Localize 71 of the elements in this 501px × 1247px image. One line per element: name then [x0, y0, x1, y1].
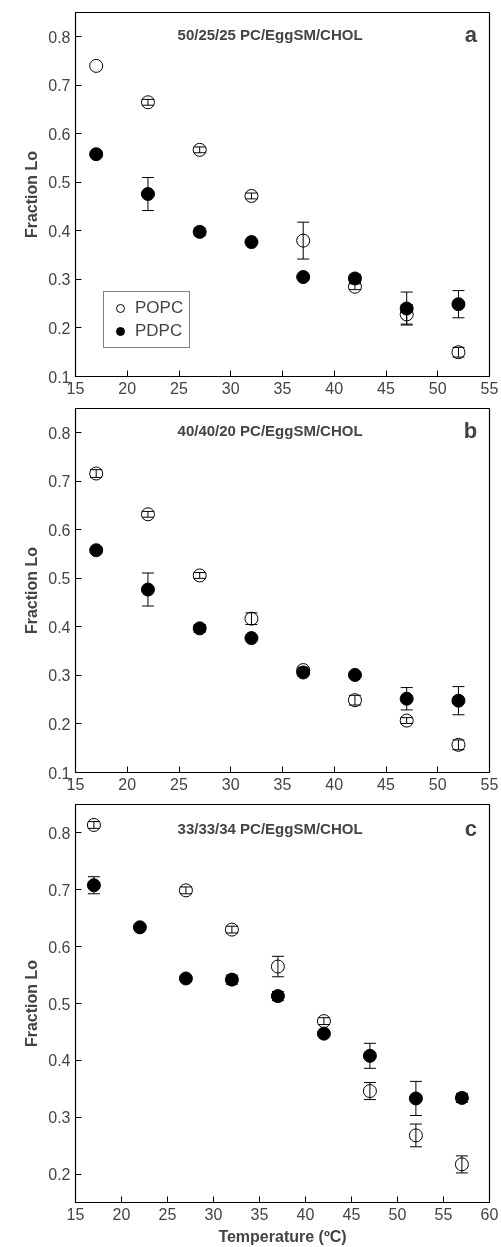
y-tick-label: 0.5: [48, 570, 71, 588]
x-tick-label: 40: [296, 1205, 315, 1223]
x-tick-label: 35: [273, 775, 292, 793]
x-tick-label: 40: [325, 775, 344, 793]
x-tick-label: 20: [112, 1205, 131, 1223]
point: [451, 693, 466, 708]
point: [399, 691, 414, 706]
point: [89, 58, 104, 73]
legend-label: PDPC: [135, 321, 183, 341]
y-tick-label: 0.3: [48, 271, 71, 289]
point: [347, 667, 362, 682]
x-tick-label: 55: [480, 379, 499, 397]
x-tick-label: 25: [158, 1205, 177, 1223]
x-tick-label: 40: [325, 379, 344, 397]
y-tick-label: 0.4: [48, 618, 71, 636]
point: [132, 920, 147, 935]
annotation: 40/40/20 PC/EggSM/CHOL: [177, 421, 363, 439]
point: [296, 270, 311, 284]
x-tick-label: 35: [250, 1205, 269, 1223]
y-tick-label: 0.4: [48, 222, 71, 240]
x-tick-label: 15: [66, 1205, 85, 1223]
y-tick-label: 0.4: [48, 1052, 71, 1070]
y-tick-label: 0.2: [48, 319, 71, 337]
y-tick-label: 0.6: [48, 938, 71, 956]
y-tick-label: 0.8: [48, 424, 71, 442]
x-tick-label: 50: [428, 775, 447, 793]
y-tick-label: 0.2: [48, 1166, 71, 1184]
y-tick-label: 0.2: [48, 715, 71, 733]
x-tick-label: 45: [342, 1205, 361, 1223]
y-tick-label: 0.3: [48, 1109, 71, 1127]
y-tick-label: 0.6: [48, 521, 71, 539]
x-tick-label: 55: [480, 775, 499, 793]
x-axis-title: Temperature (ºC): [218, 1227, 347, 1245]
y-tick-label: 0.7: [48, 77, 71, 95]
annotation: 33/33/34 PC/EggSM/CHOL: [177, 819, 363, 837]
y-axis-title: Fraction Lo: [23, 150, 41, 239]
y-tick-label: 0.7: [48, 881, 71, 899]
x-tick-label: 45: [377, 775, 395, 793]
x-tick-label: 25: [170, 379, 188, 397]
x-tick-label: 45: [377, 379, 395, 397]
y-axis-title: Fraction Lo: [23, 546, 41, 635]
x-tick-label: 20: [118, 775, 137, 793]
y-tick-label: 0.6: [48, 125, 71, 143]
x-tick-label: 25: [170, 775, 188, 793]
point: [316, 1026, 331, 1041]
point: [244, 631, 259, 646]
y-tick-label: 0.5: [48, 995, 71, 1013]
y-axis-title: Fraction Lo: [23, 959, 41, 1048]
y-tick-label: 0.5: [48, 174, 71, 192]
point: [451, 297, 466, 312]
x-tick-label: 50: [388, 1205, 407, 1223]
x-tick-label: 50: [428, 379, 447, 397]
x-tick-label: 30: [204, 1205, 223, 1223]
y-tick-label: 0.3: [48, 667, 71, 685]
y-tick-label: 0.7: [48, 473, 71, 491]
y-tick-label: 0.8: [48, 824, 71, 842]
annotation: a: [464, 21, 478, 47]
y-tick-label: 0.8: [48, 28, 71, 46]
point: [296, 233, 311, 248]
x-tick-label: 20: [118, 379, 137, 397]
point: [244, 235, 259, 250]
point: [178, 971, 193, 986]
x-tick-label: 30: [221, 775, 240, 793]
x-tick-label: 35: [273, 379, 292, 397]
x-tick-label: 55: [434, 1205, 453, 1223]
x-tick-label: 30: [221, 379, 240, 397]
legend-label: POPC: [135, 298, 184, 318]
x-tick-label: 60: [480, 1205, 499, 1223]
annotation: b: [463, 417, 478, 443]
annotation: 50/25/25 PC/EggSM/CHOL: [177, 25, 363, 43]
annotation: c: [464, 815, 478, 841]
